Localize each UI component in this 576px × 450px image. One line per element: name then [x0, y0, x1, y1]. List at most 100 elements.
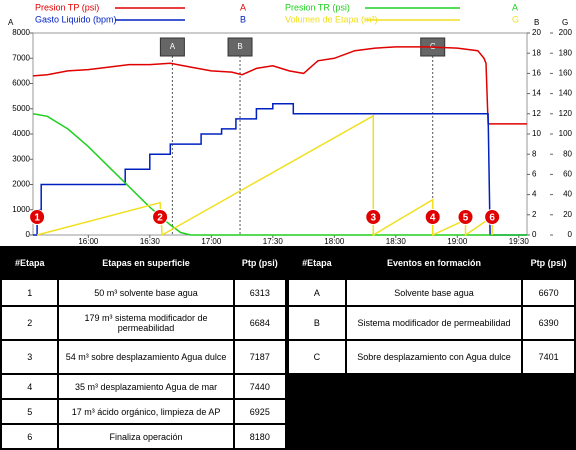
header-cell: Etapas en superficie [59, 248, 233, 278]
table-row: 5 17 m³ ácido orgánico, limpieza de AP 692… [2, 400, 285, 423]
legend-axis: G [512, 14, 519, 24]
table-cell: 7187 [234, 341, 285, 373]
table-cell: 7401 [523, 341, 574, 373]
tick-label-y3: 120 [559, 109, 573, 118]
event-marker [152, 209, 169, 225]
tick-label-y2: 8 [532, 149, 537, 158]
table-cell: 6684 [234, 307, 285, 339]
legend-axis: B [240, 14, 246, 24]
table-row: 2 179 m³ sistema modificador de permeabil… [2, 307, 285, 339]
table-row: C Sobre desplazamiento con Agua dulce 7401 [289, 341, 574, 373]
event-label: 4 [430, 213, 436, 224]
series-line [32, 46, 527, 125]
header-row: #Etapa Etapas en superficie Ptp (psi) [2, 248, 285, 278]
tick-label-y: 0 [26, 230, 31, 239]
tick-label-y: 3000 [12, 154, 30, 163]
table-cell: 2 [2, 307, 58, 339]
tick-label-y3: 0 [568, 230, 573, 239]
legend-axis: A [512, 2, 518, 12]
tick-label-y2: 4 [532, 190, 537, 199]
tick-label-y: 5000 [12, 104, 30, 113]
event-label: 6 [489, 213, 495, 224]
table-cell: 4 [2, 375, 58, 398]
series-line [32, 113, 527, 236]
tick-label-y3: 180 [559, 48, 573, 57]
event-marker [457, 209, 474, 225]
header-cell: Ptp (psi) [234, 248, 285, 278]
x-tick-label: 16:00 [78, 237, 99, 246]
marker-box [159, 37, 185, 57]
event-marker [29, 209, 46, 225]
table-cell: 35 m³ desplazamiento Agua de mar [59, 375, 233, 398]
table-row: B Sistema modificador de permeabilidad 639… [289, 307, 574, 339]
legend-label: Presion TP (psi) [35, 2, 99, 12]
table-row: 1 50 m³ solvente base agua 6313 [2, 280, 285, 305]
table-cell: C [289, 341, 345, 373]
tick-label-y2: 2 [532, 210, 537, 219]
table-cell: Sobre desplazamiento con Agua dulce [346, 341, 522, 373]
axis-name: G [562, 18, 568, 27]
table-cell: 1 [2, 280, 58, 305]
tick-label-y2: 20 [532, 28, 541, 37]
table-cell: 179 m³ sistema modificador de permeabili… [59, 307, 233, 339]
axis-name: A [8, 18, 14, 27]
event-marker [365, 209, 382, 225]
legend-label: Volumen de Etapa (m³) [285, 14, 378, 24]
table-row: A Solvente base agua 6670 [289, 280, 574, 305]
table-cell: Solvente base agua [346, 280, 522, 305]
tick-label-y3: 200 [559, 28, 573, 37]
tick-label-y2: 14 [532, 89, 541, 98]
legend-label: Presion TR (psi) [285, 2, 350, 12]
table-cell: A [289, 280, 345, 305]
legend-axis: A [240, 2, 246, 12]
tick-label-y2: 0 [532, 230, 537, 239]
x-tick-label: 19:30 [509, 237, 530, 246]
legend-label: Gasto Liquido (bpm) [35, 14, 117, 24]
table-cell: 6670 [523, 280, 574, 305]
event-label: 2 [157, 213, 163, 224]
x-tick-label: 19:00 [447, 237, 468, 246]
tick-label-y3: 140 [559, 89, 573, 98]
table-row: 3 54 m³ sobre desplazamiento Agua dulce 71… [2, 341, 285, 373]
table-cell: 7440 [234, 375, 285, 398]
x-tick-label: 17:30 [263, 237, 284, 246]
table-cell: 17 m³ ácido orgánico, limpieza de AP [59, 400, 233, 423]
tick-label-y3: 20 [563, 210, 572, 219]
x-tick-label: 16:30 [140, 237, 161, 246]
tick-label-y: 7000 [12, 53, 30, 62]
tick-label-y2: 18 [532, 48, 541, 57]
marker-label: B [237, 42, 242, 51]
event-marker [424, 209, 441, 225]
marker-label: A [170, 42, 176, 51]
event-marker [484, 209, 501, 225]
tick-label-y2: 6 [532, 170, 537, 179]
header-row: #Etapa Eventos en formación Ptp (psi) [289, 248, 574, 278]
header-cell: #Etapa [2, 248, 58, 278]
x-tick-label: 18:00 [324, 237, 345, 246]
table-cell: 6313 [234, 280, 285, 305]
tick-label-y3: 40 [563, 190, 572, 199]
tick-label-y3: 160 [559, 69, 573, 78]
tick-label-y3: 80 [563, 149, 572, 158]
events-table: #Etapa Eventos en formación Ptp (psi) A Solv… [287, 246, 576, 375]
table-cell: Sistema modificador de permeabilidad [346, 307, 522, 339]
event-label: 5 [463, 213, 469, 224]
table-cell: B [289, 307, 345, 339]
tick-label-y2: 16 [532, 69, 541, 78]
event-label: 1 [34, 213, 40, 224]
table-row: 4 35 m³ desplazamiento Agua de mar 7440 [2, 375, 285, 398]
tick-label-y: 8000 [12, 28, 30, 37]
tick-label-y: 4000 [12, 129, 30, 138]
tick-label-y3: 60 [563, 170, 572, 179]
table-cell: 50 m³ solvente base agua [59, 280, 233, 305]
table-cell: 6390 [523, 307, 574, 339]
tick-label-y2: 12 [532, 109, 541, 118]
tick-label-y2: 10 [532, 129, 541, 138]
plot-area [32, 32, 528, 236]
header-cell: #Etapa [289, 248, 345, 278]
header-cell: Ptp (psi) [523, 248, 574, 278]
x-tick-label: 17:00 [201, 237, 222, 246]
tick-label-y: 1000 [12, 205, 30, 214]
table-cell: 5 [2, 400, 58, 423]
